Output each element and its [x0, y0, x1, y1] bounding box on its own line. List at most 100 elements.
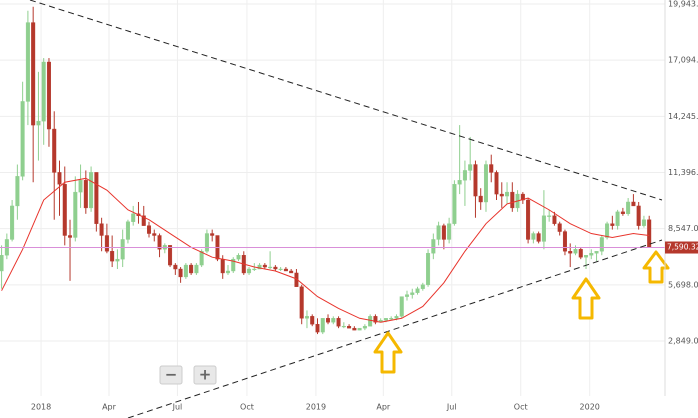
- candle-body: [626, 201, 631, 215]
- candle-body: [336, 318, 341, 327]
- candle-body: [447, 223, 452, 240]
- candle-body: [104, 235, 109, 252]
- candle-body: [73, 191, 78, 238]
- candle-body: [199, 251, 204, 266]
- candle-body: [468, 164, 473, 171]
- candle-body: [410, 292, 415, 295]
- candle-body: [620, 211, 625, 215]
- candle-body: [631, 201, 636, 207]
- candle-body: [178, 268, 183, 278]
- candle-body: [341, 325, 346, 328]
- candle-body: [120, 239, 125, 260]
- candle-body: [436, 225, 441, 240]
- x-tick-label: Apr: [102, 403, 117, 412]
- candle-body: [52, 128, 57, 173]
- zoom-out-button[interactable]: [159, 365, 183, 385]
- arrow: [571, 277, 601, 320]
- resistance-trendline: [29, 0, 663, 201]
- candle-body: [110, 251, 115, 262]
- candle-body: [183, 264, 188, 278]
- candle-body: [452, 184, 457, 224]
- candle-body: [352, 327, 357, 331]
- y-tick-label: 8,547.00: [668, 224, 698, 233]
- candle-body: [283, 268, 288, 272]
- candle-body: [441, 225, 446, 240]
- candle-body: [578, 249, 583, 258]
- candle-body: [299, 286, 304, 319]
- candle-body: [389, 318, 394, 320]
- candle-body: [494, 172, 499, 195]
- candle-body: [420, 284, 425, 289]
- arrow: [373, 331, 403, 374]
- candle-body: [225, 270, 230, 274]
- candle-body: [457, 180, 462, 185]
- candle-body: [499, 193, 504, 197]
- candle-body: [505, 191, 510, 197]
- candle-body: [278, 268, 283, 271]
- candle-body: [431, 239, 436, 254]
- candle-body: [383, 318, 388, 321]
- candle-body: [394, 316, 399, 319]
- candle-body: [315, 324, 320, 333]
- candle-body: [89, 172, 94, 209]
- candle-body: [310, 316, 315, 325]
- candle-body: [173, 264, 178, 270]
- candle-body: [41, 61, 46, 122]
- x-tick-label: Apr: [376, 403, 391, 412]
- candle-body: [326, 318, 331, 323]
- candle-body: [210, 233, 215, 236]
- zoom-in-label: +: [199, 366, 212, 384]
- candle-body: [268, 266, 273, 269]
- y-tick-label: 17,094.00: [668, 56, 698, 65]
- candle-body: [405, 294, 410, 297]
- arrow: [642, 250, 670, 284]
- candle-body: [347, 325, 352, 329]
- candle-body: [320, 318, 325, 333]
- candle-body: [46, 61, 51, 130]
- candle-body: [541, 215, 546, 242]
- candle-body: [68, 235, 73, 238]
- candle-body: [25, 22, 30, 102]
- candle-body: [562, 231, 567, 252]
- marks: [0, 6, 665, 335]
- candle-body: [141, 215, 146, 226]
- candle-body: [204, 233, 209, 252]
- grid: [0, 0, 665, 396]
- candle-body: [20, 101, 25, 177]
- candle-body: [610, 223, 615, 226]
- candle-body: [252, 268, 257, 271]
- candle-body: [573, 249, 578, 254]
- y-tick-label: 11,396.00: [668, 168, 698, 177]
- candle-body: [584, 255, 589, 258]
- candle-body: [194, 264, 199, 274]
- labels: 2,849.00 5,698.00 8,547.00 11,396.00 14,245.…: [31, 0, 698, 412]
- candle-body: [473, 164, 478, 197]
- candle-body: [483, 164, 488, 203]
- x-tick-label: 2020: [580, 403, 600, 412]
- candle-body: [262, 264, 267, 268]
- candle-body: [605, 223, 610, 238]
- candle-body: [531, 233, 536, 240]
- candle-body: [373, 316, 378, 323]
- candle-body: [641, 219, 646, 226]
- candle-body: [594, 251, 599, 254]
- candle-body: [15, 176, 20, 207]
- candle-body: [368, 316, 373, 327]
- candle-body: [78, 180, 83, 193]
- arrows: [373, 250, 670, 374]
- candle-body: [10, 205, 15, 240]
- moving-average: [1, 177, 650, 323]
- candle-body: [289, 270, 294, 274]
- y-tick-label: 14,245.00: [668, 112, 698, 121]
- zoom-in-button[interactable]: [193, 365, 217, 385]
- x-tick-label: 2019: [306, 403, 326, 412]
- candle-body: [94, 172, 99, 224]
- support-trendline: [127, 239, 663, 418]
- candle-body: [220, 258, 225, 274]
- candle-body: [547, 215, 552, 217]
- candle-body: [236, 255, 241, 260]
- x-tick-label: 2018: [31, 403, 51, 412]
- candle-body: [536, 233, 541, 242]
- candle-body: [526, 199, 531, 240]
- candle-body: [31, 22, 36, 126]
